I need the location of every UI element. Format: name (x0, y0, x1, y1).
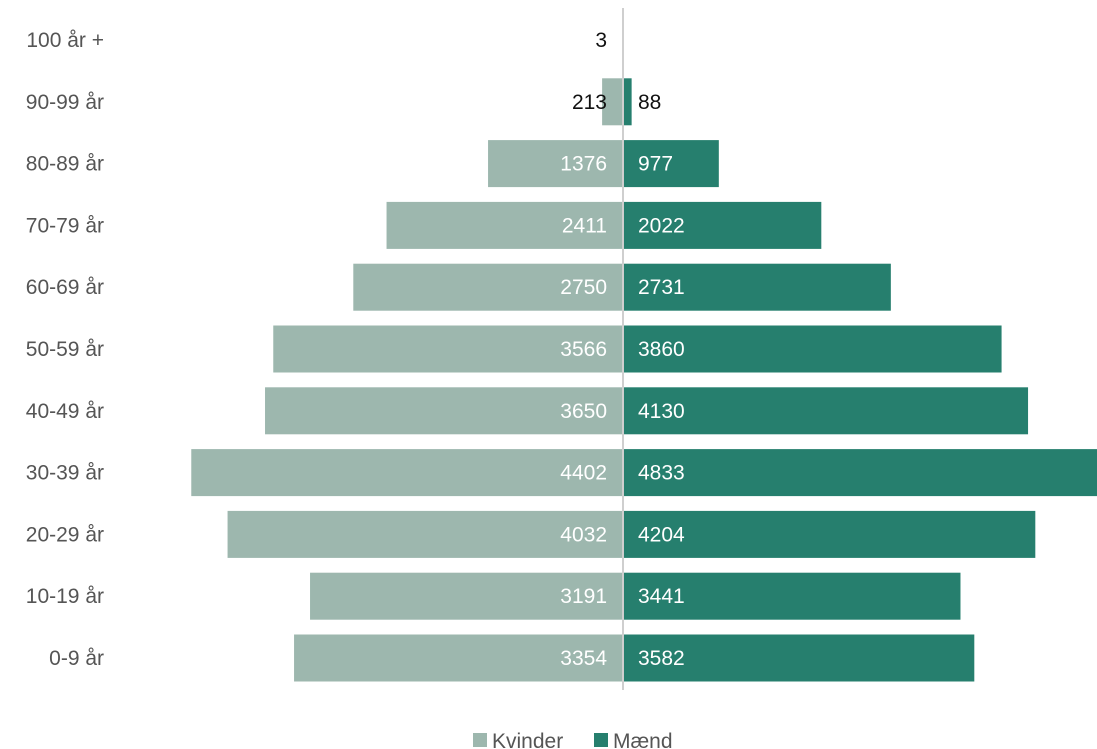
value-kvinder-90-99-aar: 213 (572, 91, 607, 114)
bar-kvinder-70-79-aar (386, 201, 623, 249)
age-label-80-89-aar: 80-89 år (26, 153, 104, 176)
legend-label-maend: Mænd (613, 730, 673, 749)
value-maend-50-59-aar: 3860 (638, 338, 685, 361)
bar-kvinder-10-19-aar (310, 572, 623, 620)
value-kvinder-50-59-aar: 3566 (560, 338, 607, 361)
legend-swatch-maend (594, 733, 608, 747)
age-label-20-29-aar: 20-29 år (26, 523, 104, 546)
value-maend-70-79-aar: 2022 (638, 214, 685, 237)
value-maend-0-9-aar: 3582 (638, 647, 685, 670)
value-kvinder-60-69-aar: 2750 (560, 276, 607, 299)
maend-value-labels: 88 977 2022 2731 3860 4130 4833 4204 3441 3582 (638, 91, 685, 670)
age-group-labels: 100 år + 90-99 år 80-89 år 70-79 år 60-69 år… (26, 29, 104, 670)
value-kvinder-40-49-aar: 3650 (560, 400, 607, 423)
value-kvinder-10-19-aar: 3191 (560, 585, 607, 608)
age-label-60-69-aar: 60-69 år (26, 276, 104, 299)
age-label-100-aar: 100 år + (26, 29, 104, 52)
bar-maend-30-39-aar (623, 449, 1097, 497)
bar-maend-0-9-aar (623, 634, 975, 682)
value-kvinder-30-39-aar: 4402 (560, 462, 607, 485)
legend: Kvinder Mænd (473, 730, 673, 749)
maend-bars (623, 78, 1097, 682)
bar-maend-10-19-aar (623, 572, 961, 620)
age-label-10-19-aar: 10-19 år (26, 585, 104, 608)
bar-kvinder-50-59-aar (273, 325, 623, 373)
bar-maend-20-29-aar (623, 510, 1036, 558)
bar-maend-60-69-aar (623, 263, 891, 311)
value-kvinder-0-9-aar: 3354 (560, 647, 607, 670)
value-maend-10-19-aar: 3441 (638, 585, 685, 608)
legend-swatch-kvinder (473, 733, 487, 747)
value-kvinder-20-29-aar: 4032 (560, 523, 607, 546)
age-label-40-49-aar: 40-49 år (26, 400, 104, 423)
bar-maend-70-79-aar (623, 201, 822, 249)
bar-maend-90-99-aar (623, 78, 632, 126)
bar-kvinder-20-29-aar (227, 510, 623, 558)
value-maend-80-89-aar: 977 (638, 153, 673, 176)
value-maend-30-39-aar: 4833 (638, 462, 685, 485)
value-kvinder-100-aar: 3 (595, 29, 607, 52)
bar-kvinder-30-39-aar (191, 449, 624, 497)
value-maend-60-69-aar: 2731 (638, 276, 685, 299)
bar-kvinder-40-49-aar (265, 387, 623, 435)
kvinder-bars (191, 16, 624, 682)
bar-kvinder-80-89-aar (488, 140, 623, 188)
bar-maend-80-89-aar (623, 140, 719, 188)
value-maend-90-99-aar: 88 (638, 91, 661, 114)
value-kvinder-70-79-aar: 2411 (562, 214, 607, 237)
age-label-0-9-aar: 0-9 år (49, 647, 104, 670)
bar-kvinder-0-9-aar (294, 634, 623, 682)
age-label-50-59-aar: 50-59 år (26, 338, 104, 361)
age-label-70-79-aar: 70-79 år (26, 214, 104, 237)
value-kvinder-80-89-aar: 1376 (560, 153, 607, 176)
bar-maend-40-49-aar (623, 387, 1029, 435)
bar-kvinder-90-99-aar (602, 78, 623, 126)
kvinder-value-labels: 3 213 1376 2411 2750 3566 3650 4402 4032 3191 3354 (560, 29, 607, 670)
bar-maend-50-59-aar (623, 325, 1002, 373)
age-label-90-99-aar: 90-99 år (26, 91, 104, 114)
age-label-30-39-aar: 30-39 år (26, 462, 104, 485)
legend-label-kvinder: Kvinder (492, 730, 563, 749)
bar-kvinder-60-69-aar (353, 263, 623, 311)
value-maend-20-29-aar: 4204 (638, 523, 685, 546)
value-maend-40-49-aar: 4130 (638, 400, 685, 423)
